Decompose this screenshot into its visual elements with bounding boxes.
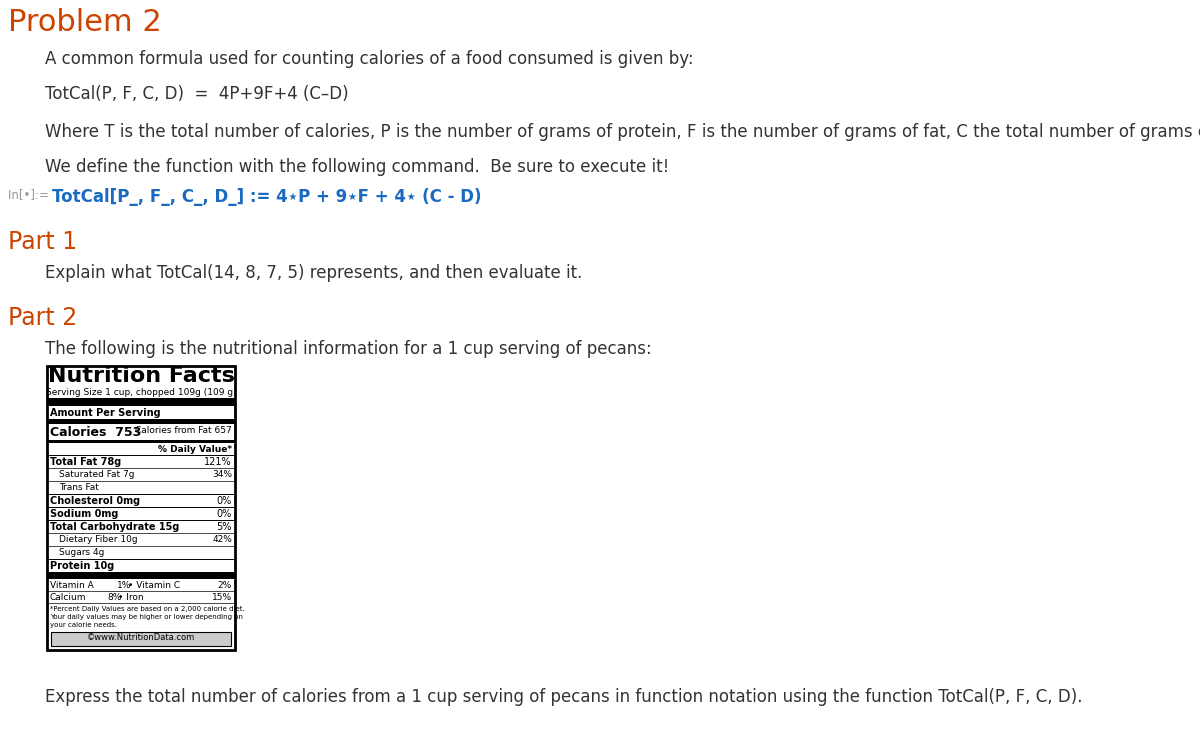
- Text: Express the total number of calories from a 1 cup serving of pecans in function : Express the total number of calories fro…: [46, 688, 1082, 706]
- Text: *Percent Daily Values are based on a 2,000 calorie diet.: *Percent Daily Values are based on a 2,0…: [50, 606, 245, 612]
- Text: ©www.NutritionData.com: ©www.NutritionData.com: [86, 633, 196, 642]
- Text: Part 1: Part 1: [8, 230, 77, 254]
- Text: your calorie needs.: your calorie needs.: [50, 622, 118, 628]
- Text: 15%: 15%: [212, 593, 232, 602]
- Text: Nutrition Facts: Nutrition Facts: [48, 366, 234, 386]
- Text: TotCal(P, F, C, D)  =  4P+9F+4 (C–D): TotCal(P, F, C, D) = 4P+9F+4 (C–D): [46, 85, 349, 103]
- Text: Where T is the total number of calories, P is the number of grams of protein, F : Where T is the total number of calories,…: [46, 123, 1200, 141]
- Text: 2%: 2%: [217, 581, 232, 590]
- Text: Sodium 0mg: Sodium 0mg: [50, 509, 119, 519]
- Text: TotCal[P_, F_, C_, D_] := 4⋆P + 9⋆F + 4⋆ (C - D): TotCal[P_, F_, C_, D_] := 4⋆P + 9⋆F + 4⋆…: [52, 188, 481, 206]
- Bar: [47, 366, 235, 650]
- Text: Calcium: Calcium: [50, 593, 86, 602]
- Text: Your daily values may be higher or lower depending on: Your daily values may be higher or lower…: [50, 614, 242, 620]
- Text: Vitamin A: Vitamin A: [50, 581, 94, 590]
- Text: 5%: 5%: [217, 522, 232, 532]
- Text: Saturated Fat 7g: Saturated Fat 7g: [59, 470, 134, 479]
- Text: We define the function with the following command.  Be sure to execute it!: We define the function with the followin…: [46, 158, 670, 176]
- Text: 0%: 0%: [217, 496, 232, 506]
- Text: Problem 2: Problem 2: [8, 8, 162, 37]
- Text: 34%: 34%: [212, 470, 232, 479]
- Text: 0%: 0%: [217, 509, 232, 519]
- Bar: [50, 632, 230, 646]
- Text: Cholesterol 0mg: Cholesterol 0mg: [50, 496, 140, 506]
- Text: • Vitamin C: • Vitamin C: [128, 581, 180, 590]
- Text: Explain what TotCal(14, 8, 7, 5) represents, and then evaluate it.: Explain what TotCal(14, 8, 7, 5) represe…: [46, 264, 582, 282]
- Bar: [47, 440, 235, 443]
- Text: Amount Per Serving: Amount Per Serving: [50, 408, 161, 418]
- Text: % Daily Value*: % Daily Value*: [158, 445, 232, 454]
- Text: Trans Fat: Trans Fat: [59, 483, 98, 492]
- Bar: [47, 398, 235, 406]
- Text: 1%: 1%: [116, 581, 131, 590]
- Text: • Iron: • Iron: [119, 593, 144, 602]
- Text: Total Fat 78g: Total Fat 78g: [50, 457, 121, 467]
- Text: Part 2: Part 2: [8, 306, 77, 330]
- Text: Serving Size 1 cup, chopped 109g (109 g): Serving Size 1 cup, chopped 109g (109 g): [46, 388, 236, 397]
- Text: In[•]:=: In[•]:=: [8, 188, 53, 201]
- Text: 42%: 42%: [212, 535, 232, 544]
- Text: A common formula used for counting calories of a food consumed is given by:: A common formula used for counting calor…: [46, 50, 694, 68]
- Text: Dietary Fiber 10g: Dietary Fiber 10g: [59, 535, 138, 544]
- Text: Sugars 4g: Sugars 4g: [59, 548, 104, 557]
- Bar: [47, 572, 235, 579]
- Text: Total Carbohydrate 15g: Total Carbohydrate 15g: [50, 522, 179, 532]
- Text: The following is the nutritional information for a 1 cup serving of pecans:: The following is the nutritional informa…: [46, 340, 652, 358]
- Text: 121%: 121%: [204, 457, 232, 467]
- Text: Calories from Fat 657: Calories from Fat 657: [136, 426, 232, 435]
- Bar: [47, 419, 235, 424]
- Text: Protein 10g: Protein 10g: [50, 561, 114, 571]
- Text: 8%: 8%: [107, 593, 121, 602]
- Text: Calories  753: Calories 753: [50, 426, 142, 439]
